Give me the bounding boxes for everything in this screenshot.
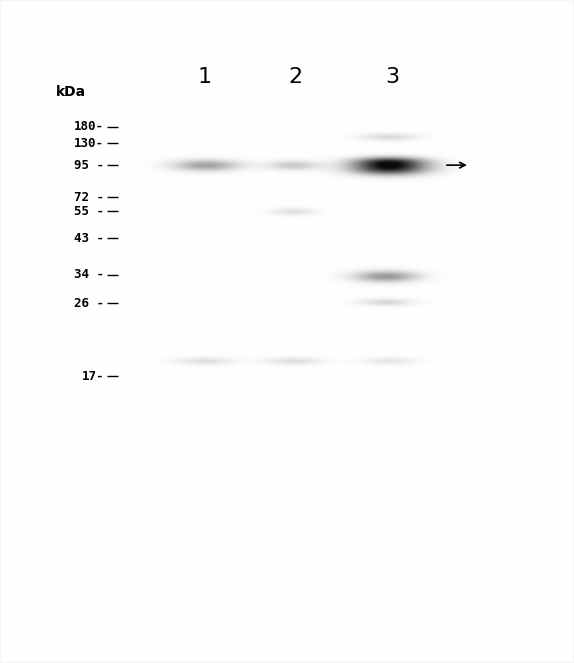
Text: kDa: kDa [56,86,86,99]
Text: 55 -: 55 - [74,205,104,218]
Text: 26 -: 26 - [74,296,104,310]
Text: 3: 3 [386,68,400,88]
Text: 34 -: 34 - [74,269,104,281]
Text: 1: 1 [197,68,211,88]
Text: 43 -: 43 - [74,232,104,245]
Text: 17-: 17- [82,370,104,383]
Text: 72 -: 72 - [74,191,104,204]
Text: 180-: 180- [74,120,104,133]
Text: 95 -: 95 - [74,158,104,172]
Text: 130-: 130- [74,137,104,150]
Text: 2: 2 [289,68,302,88]
